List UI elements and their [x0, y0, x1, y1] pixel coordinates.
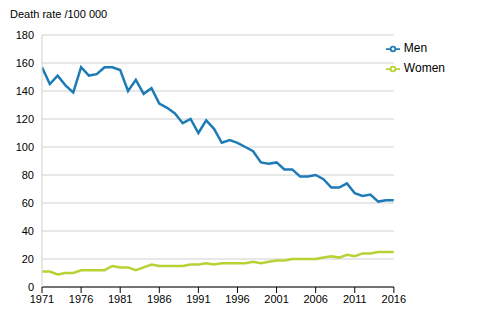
svg-text:2011: 2011 — [343, 293, 367, 305]
html-text:Men: Men — [403, 41, 428, 55]
svg-text:160: 160 — [16, 57, 34, 69]
svg-text:120: 120 — [16, 113, 34, 125]
html-text:Death rate /100 000: Death rate /100 000 — [10, 8, 108, 20]
svg-text:1971: 1971 — [30, 293, 54, 305]
svg-text:2001: 2001 — [264, 293, 288, 305]
svg-text:1996: 1996 — [225, 293, 249, 305]
svg-text:100: 100 — [16, 141, 34, 153]
svg-text:140: 140 — [16, 85, 34, 97]
svg-text:20: 20 — [22, 253, 34, 265]
svg-text:180: 180 — [16, 29, 34, 41]
svg-text:0: 0 — [28, 281, 34, 293]
svg-text:1991: 1991 — [186, 293, 210, 305]
svg-text:1976: 1976 — [69, 293, 93, 305]
svg-text:1986: 1986 — [147, 293, 171, 305]
html-text:Women: Women — [403, 61, 445, 75]
svg-text:80: 80 — [22, 169, 34, 181]
svg-text:60: 60 — [22, 197, 34, 209]
svg-text:2006: 2006 — [303, 293, 327, 305]
svg-text:40: 40 — [22, 225, 34, 237]
svg-text:2016: 2016 — [382, 293, 406, 305]
svg-text:1981: 1981 — [108, 293, 132, 305]
